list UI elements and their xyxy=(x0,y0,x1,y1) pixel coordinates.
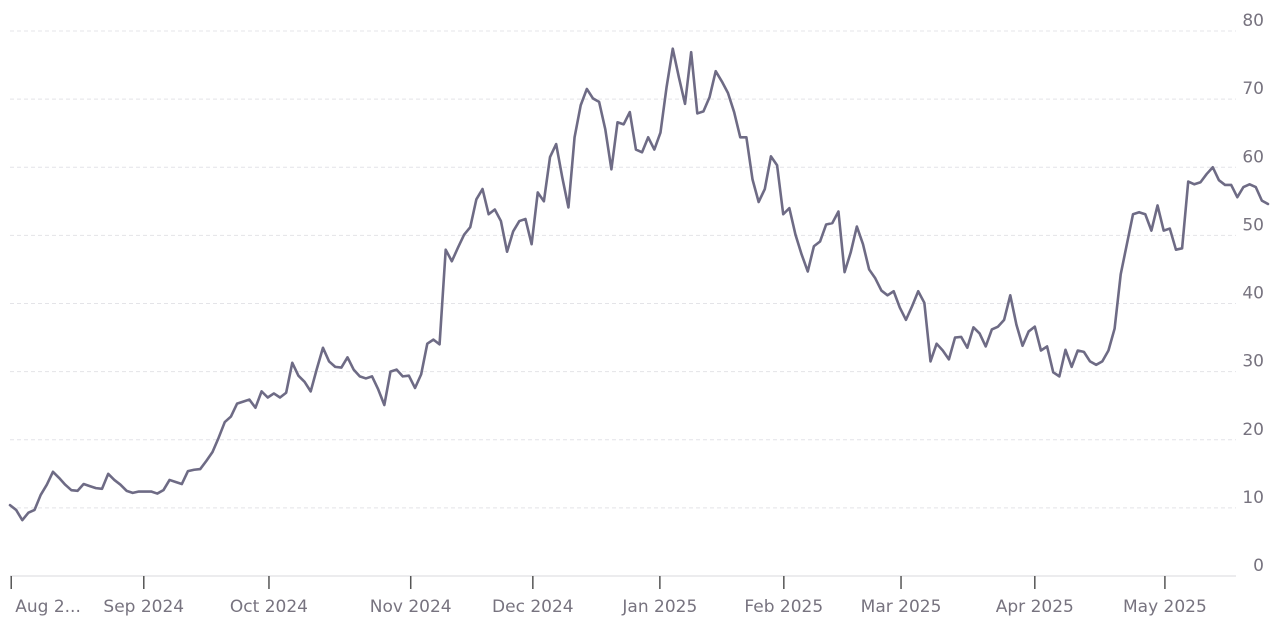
x-tick-label: Sep 2024 xyxy=(103,597,184,617)
y-tick-label: 80 xyxy=(1242,11,1264,31)
x-tick-label: Jan 2025 xyxy=(621,597,697,617)
x-tick-label: Mar 2025 xyxy=(861,597,942,617)
y-tick-label: 60 xyxy=(1242,147,1264,167)
y-tick-label: 20 xyxy=(1242,420,1264,440)
x-tick-label: Aug 2... xyxy=(15,597,81,617)
y-tick-label: 50 xyxy=(1242,215,1264,235)
y-tick-label: 70 xyxy=(1242,79,1264,99)
y-tick-label: 30 xyxy=(1242,352,1264,372)
line-series xyxy=(8,47,1270,522)
x-tick-label: Apr 2025 xyxy=(996,597,1074,617)
x-tick-label: Feb 2025 xyxy=(744,597,823,617)
y-tick-label: 0 xyxy=(1253,556,1264,576)
y-tick-label: 10 xyxy=(1242,488,1264,508)
x-tick-label: May 2025 xyxy=(1123,597,1207,617)
x-tick-label: Dec 2024 xyxy=(492,597,574,617)
y-tick-label: 40 xyxy=(1242,284,1264,304)
x-tick-label: Oct 2024 xyxy=(230,597,308,617)
x-tick-label: Nov 2024 xyxy=(370,597,452,617)
